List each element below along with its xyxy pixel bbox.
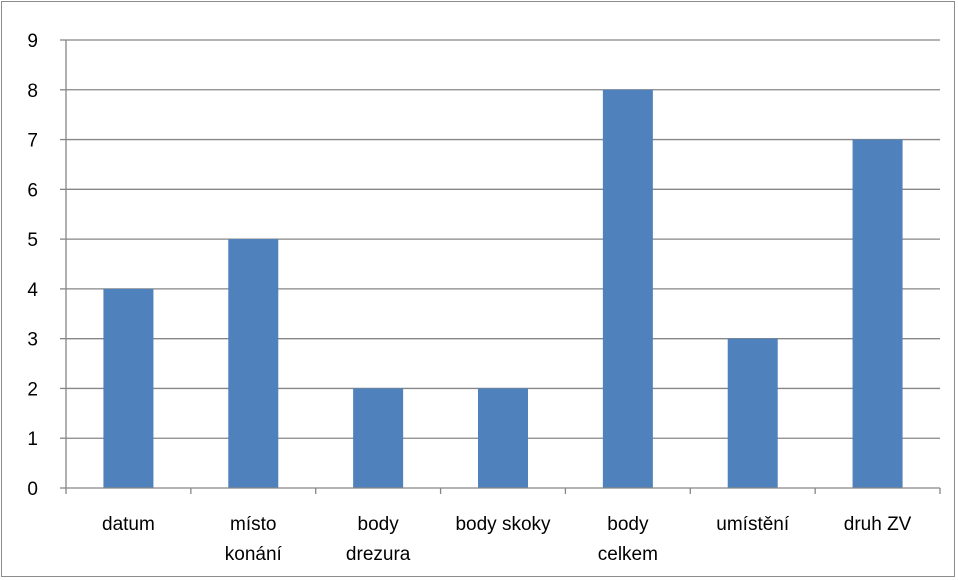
y-tick-label: 6 [27, 180, 38, 201]
axes [60, 39, 941, 494]
bar [353, 388, 404, 488]
bar [602, 89, 653, 489]
x-tick-label: konání [225, 544, 283, 565]
bar [852, 139, 903, 489]
y-tick-label: 3 [27, 330, 38, 351]
y-tick-label: 4 [27, 280, 38, 301]
x-tick-label: datum [102, 514, 155, 535]
x-tick-label: místo [230, 514, 276, 535]
y-tick-label: 0 [27, 479, 38, 500]
bar [228, 239, 279, 488]
bar [478, 388, 528, 488]
y-tick-label: 8 [27, 81, 38, 102]
y-tick-label: 7 [27, 131, 38, 152]
x-tick-label: celkem [598, 544, 658, 565]
x-tick-label: druh ZV [844, 514, 912, 535]
x-tick-labels: datum místo konání body drezura body skoky bod… [102, 514, 912, 565]
bar [727, 338, 778, 488]
x-tick-label: drezura [346, 544, 411, 565]
x-tick-label: body skoky [455, 514, 551, 535]
y-tick-label: 1 [27, 429, 38, 450]
y-tick-labels: 0 1 2 3 4 5 6 7 8 9 [27, 31, 38, 500]
x-tick-label: umístění [716, 514, 790, 535]
gridlines [66, 39, 940, 439]
x-tick-label: body [358, 514, 400, 535]
y-tick-label: 5 [27, 230, 38, 251]
y-tick-label: 2 [27, 379, 38, 400]
x-tick-label: body [607, 514, 649, 535]
y-tick-label: 9 [27, 31, 38, 52]
bar [103, 288, 154, 488]
bars [103, 89, 903, 489]
